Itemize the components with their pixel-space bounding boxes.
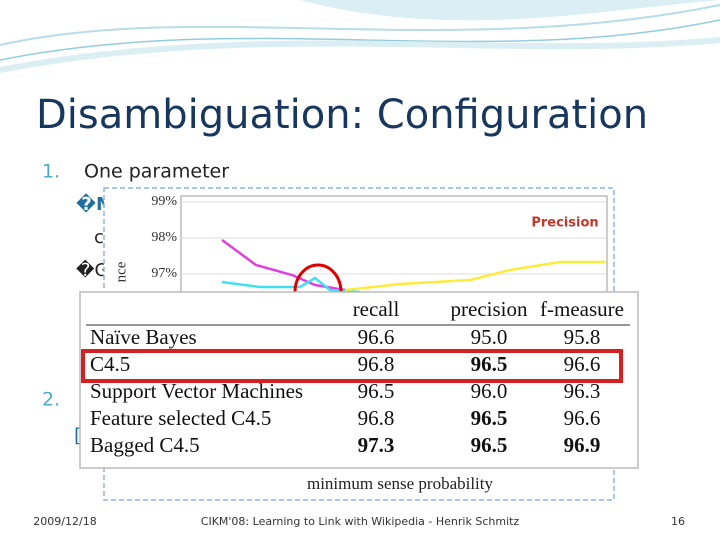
- table-cell: 95.0: [471, 325, 508, 349]
- row-label: Bagged C4.5: [90, 433, 200, 457]
- table-header: precision: [451, 297, 528, 321]
- table-cell: 96.3: [564, 379, 601, 403]
- y-tick-label: 99%: [151, 194, 177, 209]
- row-label: Support Vector Machines: [90, 379, 303, 403]
- table-cell: 96.8: [358, 406, 395, 430]
- table-cell: 96.5: [471, 406, 508, 430]
- page-number: 16: [671, 515, 685, 528]
- table-cell: 95.8: [564, 325, 601, 349]
- table-cell: 96.5: [471, 352, 508, 376]
- series-line: [221, 276, 361, 294]
- fragment: [: [74, 425, 81, 447]
- highlight-circle: [293, 263, 343, 293]
- table-cell: 96.6: [358, 325, 395, 349]
- results-table: recall precision f-measure Naïve Bayes 96.6 9…: [79, 291, 639, 469]
- y-axis-label: nce: [113, 261, 129, 282]
- footer-date: 2009/12/18: [33, 515, 96, 528]
- slide-title: Disambiguation: Configuration: [36, 92, 648, 138]
- table-cell: 97.3: [358, 433, 395, 457]
- list-text: One parameter: [84, 161, 229, 183]
- table-cell: 96.6: [564, 352, 601, 376]
- table-cell: 96.0: [471, 379, 508, 403]
- series-line: [344, 260, 605, 292]
- table-cell: 96.5: [471, 433, 508, 457]
- row-label: C4.5: [90, 352, 130, 376]
- table-header: recall: [353, 297, 400, 321]
- y-tick-label: 98%: [151, 230, 177, 245]
- sub-bullet: c: [94, 227, 104, 248]
- row-highlight: [81, 349, 623, 383]
- list-marker: 1.: [42, 161, 60, 183]
- table-cell: 96.8: [358, 352, 395, 376]
- plot-area: [180, 195, 608, 301]
- sub-bullet: �G: [76, 259, 108, 281]
- row-label: Feature selected C4.5: [90, 406, 271, 430]
- y-tick-label: 97%: [151, 266, 177, 281]
- header-waves: [0, 0, 720, 73]
- table-cell: 96.9: [564, 433, 601, 457]
- x-axis-label: minimum sense probability: [307, 474, 494, 493]
- legend: Precision: [531, 216, 598, 231]
- row-label: Naïve Bayes: [90, 325, 197, 349]
- table-cell: 96.5: [358, 379, 395, 403]
- list-marker: 2.: [42, 389, 60, 411]
- footer-text: CIKM'08: Learning to Link with Wikipedia…: [201, 515, 520, 528]
- table-cell: 96.6: [564, 406, 601, 430]
- table-header: f-measure: [540, 297, 624, 321]
